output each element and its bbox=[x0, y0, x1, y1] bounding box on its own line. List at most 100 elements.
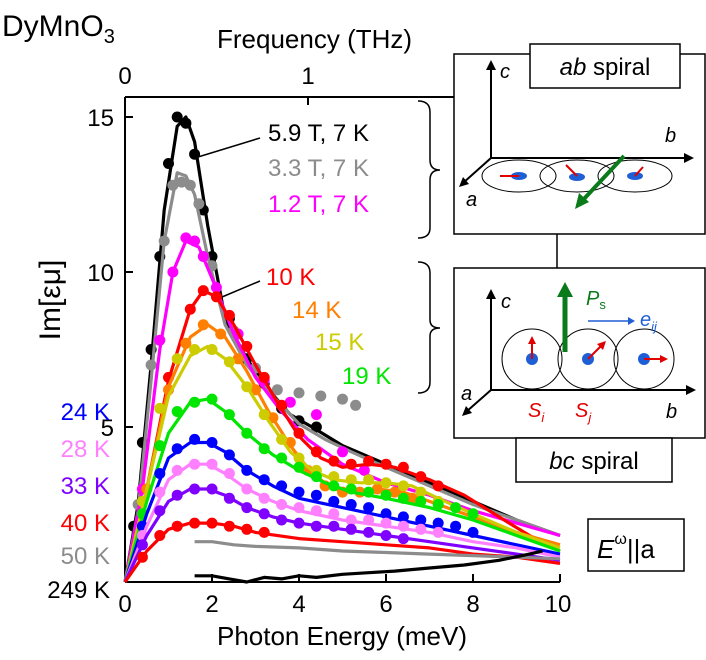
bc-spin-2-head bbox=[597, 341, 606, 350]
ab-spin-cone-1 bbox=[481, 159, 557, 193]
fit-line-249-k bbox=[194, 549, 543, 584]
data-point-24-k-13 bbox=[363, 502, 375, 514]
ab-label-b: b bbox=[665, 125, 676, 147]
legend-upper-1: 3.3 T, 7 K bbox=[268, 155, 369, 182]
ab-spin-cone-2 bbox=[539, 159, 615, 193]
series-3-3-t-7-k bbox=[123, 171, 561, 583]
ab-title: ab spiral bbox=[560, 54, 651, 81]
series-24-k bbox=[123, 433, 561, 583]
x-tick-label-4: 4 bbox=[292, 591, 305, 618]
data-point-1-2-t-7-k-11 bbox=[337, 446, 348, 458]
bc-label-si: Si bbox=[528, 400, 545, 425]
fit-line-15-k bbox=[123, 344, 561, 583]
bc-label-sj: Sj bbox=[575, 400, 592, 425]
fit-line-40-k bbox=[123, 521, 561, 583]
series-40-k bbox=[123, 517, 561, 583]
bc-spin-cone-1 bbox=[501, 328, 563, 390]
ab-spin-3 bbox=[634, 166, 644, 177]
data-point-40-k-1 bbox=[154, 530, 166, 541]
series-28-k bbox=[123, 458, 561, 583]
bc-label-b: b bbox=[666, 401, 677, 423]
data-point-3-3-t-7-k-14 bbox=[350, 399, 362, 411]
legend-left-3: 40 K bbox=[61, 510, 110, 537]
legend-pointer-black bbox=[197, 137, 261, 158]
polarization-box bbox=[587, 518, 685, 572]
data-point-3-3-t-7-k-4 bbox=[176, 176, 188, 188]
x-tick-label-2: 2 bbox=[205, 591, 218, 618]
fit-line-33-k bbox=[123, 487, 561, 583]
data-point-19-k-19 bbox=[467, 508, 479, 520]
data-point-1-2-t-7-k-10 bbox=[310, 409, 322, 421]
fit-line-28-k bbox=[123, 462, 561, 583]
fit-line-3-3-t-7-k bbox=[123, 171, 561, 583]
y-ticks bbox=[125, 116, 133, 583]
x-tick-label-6: 6 bbox=[379, 591, 392, 618]
bc-axis-a bbox=[465, 389, 492, 413]
data-point-24-k-10 bbox=[310, 489, 322, 501]
fit-line-10-k bbox=[123, 289, 561, 583]
legend-mid-1: 14 K bbox=[292, 297, 341, 324]
legend-left-2: 33 K bbox=[61, 473, 110, 500]
ab-ion-2 bbox=[569, 173, 585, 181]
ab-axis-c-arrow bbox=[486, 60, 496, 70]
data-point-3-3-t-7-k-13 bbox=[337, 393, 348, 405]
data-point-5-9-t-7-k-5 bbox=[171, 111, 183, 123]
bc-label-eij: eij bbox=[640, 309, 658, 334]
y-tick-label-5: 5 bbox=[101, 415, 114, 442]
top-axis-label: Frequency (THz) bbox=[217, 24, 412, 54]
top-tick-label-1: 1 bbox=[301, 63, 314, 90]
data-point-3-3-t-7-k-11 bbox=[293, 387, 305, 399]
x-tick-label-10: 10 bbox=[545, 591, 572, 618]
legend-upper-2: 1.2 T, 7 K bbox=[268, 191, 369, 218]
series-19-k bbox=[123, 393, 561, 583]
data-point-1-2-t-7-k-9 bbox=[284, 396, 296, 408]
fit-line-24-k bbox=[123, 440, 561, 583]
fit-line-19-k bbox=[123, 397, 561, 583]
bc-spin-cone-2 bbox=[557, 328, 619, 390]
bc-axis-c-arrow bbox=[486, 289, 496, 299]
data-point-3-3-t-7-k-10 bbox=[271, 384, 283, 396]
bc-axis-a-arrow bbox=[462, 406, 472, 416]
data-point-19-k-17 bbox=[432, 499, 444, 510]
y-tick-label-10: 10 bbox=[87, 260, 114, 287]
legend-mid-3: 19 K bbox=[342, 363, 391, 390]
fit-line-50-k bbox=[194, 540, 561, 561]
bc-polarization-head bbox=[557, 282, 573, 297]
bc-spin-1-head bbox=[528, 336, 536, 344]
x-axis-label: Photon Energy (meV) bbox=[217, 621, 467, 651]
bc-label-a: a bbox=[461, 383, 472, 405]
bc-spiral-inset: c b a Ps eij Si Sj bc spiral bbox=[453, 267, 706, 483]
top-tick-label-0: 0 bbox=[118, 63, 131, 90]
ab-spiral-inset: ab spiral c b a bbox=[453, 43, 706, 235]
y-tick-label-15: 15 bbox=[87, 105, 114, 132]
polarization-label: Eω||a bbox=[597, 531, 655, 564]
y-axis-label: Im[εμ] bbox=[34, 260, 67, 341]
legend-left-0: 24 K bbox=[61, 399, 110, 426]
ab-polarization-arrow bbox=[581, 154, 626, 202]
bc-axis-b-arrow bbox=[686, 385, 696, 395]
ab-label-c: c bbox=[500, 61, 510, 83]
ab-label-a: a bbox=[466, 189, 477, 211]
data-point-19-k-18 bbox=[450, 502, 462, 514]
data-point-3-3-t-7-k-12 bbox=[315, 390, 327, 402]
bc-label-c: c bbox=[501, 291, 511, 313]
legend-mid-0: 10 K bbox=[266, 264, 315, 291]
legend-upper-0: 5.9 T, 7 K bbox=[268, 120, 369, 147]
bc-eij-head bbox=[628, 317, 635, 325]
x-tick-label-0: 0 bbox=[118, 591, 131, 618]
series-33-k bbox=[123, 483, 561, 583]
ab-axis-a-arrow bbox=[459, 177, 469, 187]
legend-upper-brace bbox=[417, 100, 441, 239]
bc-title-box bbox=[515, 437, 673, 483]
x-tick-label-8: 8 bbox=[466, 591, 479, 618]
series-249-k bbox=[194, 549, 543, 584]
bc-spin-cone-3 bbox=[613, 328, 675, 390]
series-layer bbox=[123, 111, 561, 584]
bc-label-ps: Ps bbox=[586, 288, 606, 312]
series-15-k bbox=[123, 344, 561, 583]
legend-pointer-red bbox=[221, 280, 261, 298]
data-point-15-k-1 bbox=[154, 402, 166, 414]
data-point-24-k-9 bbox=[293, 486, 305, 498]
ab-polarization-head bbox=[575, 193, 589, 209]
